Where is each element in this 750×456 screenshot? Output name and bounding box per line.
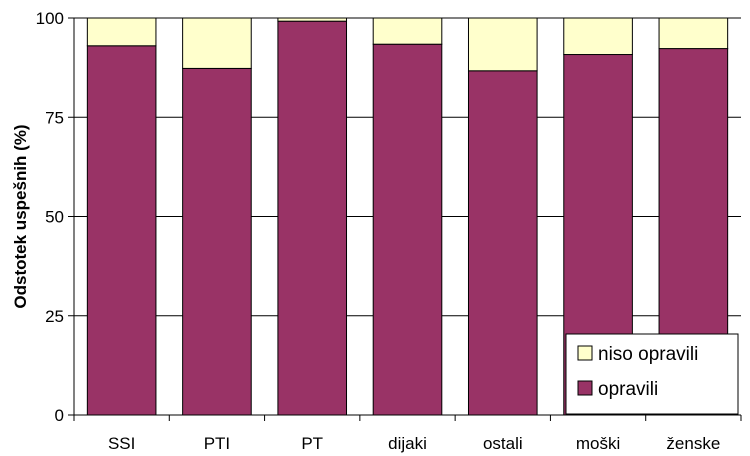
- legend-label-niso-opravili: niso opravili: [598, 344, 698, 365]
- bar-opravili-2: [277, 20, 348, 416]
- bars: [86, 17, 729, 416]
- y-tick-label-75: 75: [45, 108, 64, 127]
- y-tick-label-0: 0: [55, 406, 64, 425]
- bar-niso-opravili-0: [86, 17, 157, 47]
- legend-swatch-niso-opravili: [577, 345, 593, 361]
- x-tick-label-1: PTI: [204, 434, 230, 453]
- bar-niso-opravili-6: [658, 17, 729, 50]
- y-tick-label-100: 100: [36, 9, 64, 28]
- y-tick-label-50: 50: [45, 208, 64, 227]
- bar-niso-opravili-5: [563, 17, 633, 56]
- x-tick-label-6: ženske: [666, 434, 720, 453]
- x-tick-label-3: dijaki: [388, 434, 427, 453]
- legend-label-opravili: opravili: [598, 379, 658, 400]
- bar-opravili-3: [372, 43, 443, 416]
- x-tick-label-2: PT: [301, 434, 323, 453]
- y-tick-labels: 0 25 50 75 100: [36, 9, 74, 425]
- x-tick-label-4: ostali: [483, 434, 523, 453]
- x-tick-label-5: moški: [576, 434, 620, 453]
- legend: niso opravili opravili: [565, 333, 739, 415]
- bar-opravili-4: [467, 70, 538, 416]
- x-tick-labels: SSI PTI PT dijaki ostali moški ženske: [73, 415, 742, 453]
- bar-opravili-1: [182, 67, 252, 416]
- legend-box: [565, 333, 739, 415]
- bar-opravili-0: [86, 45, 157, 416]
- x-tick-label-0: SSI: [108, 434, 135, 453]
- bar-niso-opravili-4: [467, 17, 538, 72]
- y-axis-title: Odstotek uspešnih (%): [11, 124, 30, 308]
- y-tick-label-25: 25: [45, 307, 64, 326]
- bar-niso-opravili-3: [372, 17, 443, 45]
- bar-niso-opravili-1: [182, 17, 252, 69]
- legend-swatch-opravili: [577, 380, 593, 396]
- bar-niso-opravili-2: [277, 17, 348, 22]
